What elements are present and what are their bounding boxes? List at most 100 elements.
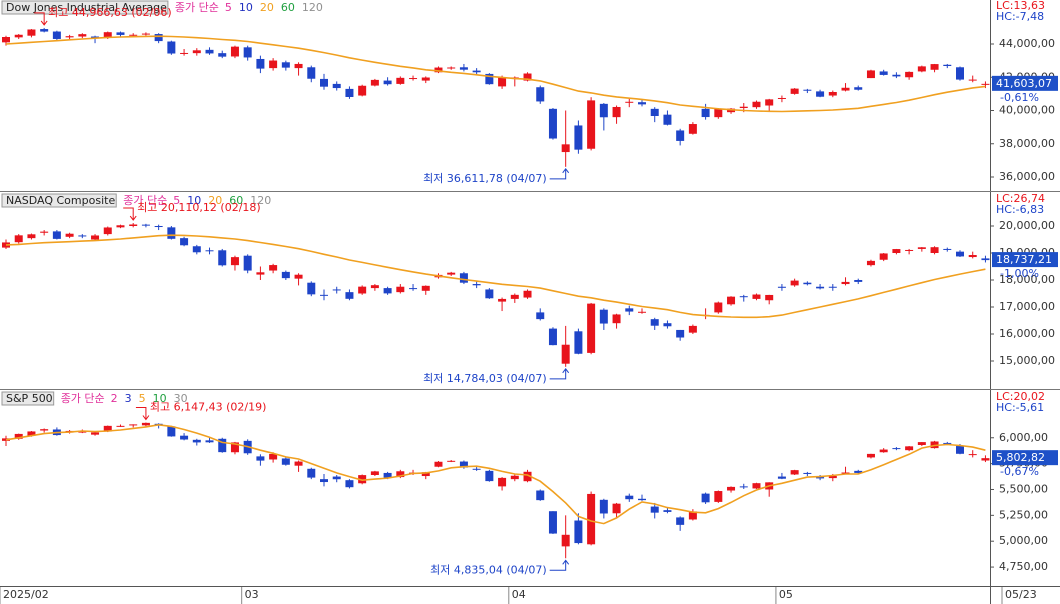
x-tick-label: 05/23 (1005, 588, 1037, 601)
candle-body (141, 422, 150, 426)
candle-body (472, 70, 481, 73)
candle-body (854, 279, 863, 282)
candle-body (243, 255, 252, 271)
low-arrow (549, 167, 570, 180)
candle-body (52, 31, 61, 39)
candle-body (816, 286, 825, 289)
candle-body (841, 281, 850, 285)
candle-body (854, 87, 863, 90)
candle-body (905, 446, 914, 451)
change-label: -1,00% (1000, 267, 1039, 280)
candle-body (790, 280, 799, 286)
candle-body (205, 49, 214, 54)
candle-body (383, 80, 392, 85)
candle-body (307, 282, 316, 295)
y-tick-label: 5,250,00 (999, 508, 1048, 521)
panel-title: Dow Jones Industrial Average (6, 1, 167, 14)
candle-body (701, 108, 710, 118)
candle-body (701, 493, 710, 503)
y-tick-label: 20,000,00 (999, 219, 1055, 232)
lc-label: LC:20,02 (996, 390, 1045, 403)
ma-legend-item: 10 (239, 1, 253, 14)
candle-body (905, 249, 914, 251)
candle-body (396, 286, 405, 293)
candle-body (2, 37, 10, 43)
candle-body (154, 225, 163, 228)
candle-body (587, 493, 596, 545)
y-tick-label: 17,000,00 (999, 300, 1055, 313)
candle-body (599, 103, 608, 118)
candle-body (40, 429, 49, 431)
candle-body (981, 258, 990, 261)
candle-body (421, 285, 430, 291)
candle-body (714, 108, 723, 118)
candle-body (78, 235, 87, 237)
candle-body (192, 50, 201, 54)
candle-body (790, 470, 799, 475)
candle-body (230, 257, 239, 266)
candle-body (358, 85, 367, 96)
candle-body (943, 248, 952, 250)
candle-body (281, 271, 290, 279)
candle-body (409, 288, 418, 290)
candle-body (688, 511, 697, 520)
y-tick-label: 18,000,00 (999, 273, 1055, 286)
candle-body (434, 67, 443, 73)
candle-body (676, 329, 685, 338)
candle-body (727, 486, 736, 491)
candle-body (752, 101, 761, 108)
last-price-box (992, 450, 1058, 466)
candle-body (968, 255, 977, 258)
candle-body (574, 520, 583, 544)
x-tick-label: 04 (512, 588, 526, 601)
candle-body (828, 286, 837, 288)
candle-body (447, 67, 456, 69)
y-tick-label: 5,500,00 (999, 482, 1048, 495)
candle-body (879, 71, 888, 75)
candle-body (65, 36, 74, 38)
candle-body (459, 67, 468, 70)
panel-title: NASDAQ Composite (6, 194, 115, 207)
candle-body (943, 64, 952, 66)
candle-body (498, 77, 507, 87)
candle-body (370, 471, 379, 475)
candle-body (129, 424, 138, 426)
candle-body (269, 60, 278, 69)
last-price-box (992, 252, 1058, 268)
title-box (1, 193, 117, 208)
candle-body (510, 294, 519, 299)
candle-body (803, 472, 812, 474)
x-tick-label: 2025/02 (3, 588, 49, 601)
ma-legend-item: 60 (229, 194, 243, 207)
y-tick-label: 40,000,00 (999, 104, 1055, 117)
high-arrow (34, 12, 48, 26)
candle-body (78, 34, 87, 37)
candle-body (14, 34, 23, 38)
candle-body (625, 308, 634, 312)
candle-body (739, 296, 748, 298)
candle-body (320, 479, 328, 483)
y-tick-label: 36,000,00 (999, 170, 1055, 183)
candle-body (498, 477, 507, 487)
candle-body (638, 498, 646, 501)
candle-body (332, 476, 341, 480)
candle-body (777, 476, 786, 479)
candle-body (281, 62, 290, 68)
candle-body (116, 32, 125, 35)
candle-body (739, 106, 748, 109)
candle-body (739, 486, 748, 488)
y-tick-label: 44,000,00 (999, 37, 1055, 50)
ma-legend-item: 20 (260, 1, 274, 14)
candle-body (574, 331, 583, 354)
moving-average-line (5, 423, 986, 525)
lc-label: LC:26,74 (996, 192, 1045, 205)
high-arrow (135, 407, 150, 421)
candle-body (459, 273, 468, 283)
candle-body (956, 67, 964, 80)
candle-body (180, 238, 189, 246)
ma-legend-item: 10 (153, 392, 167, 405)
ma-legend-item: 120 (250, 194, 271, 207)
candle-body (472, 284, 481, 286)
